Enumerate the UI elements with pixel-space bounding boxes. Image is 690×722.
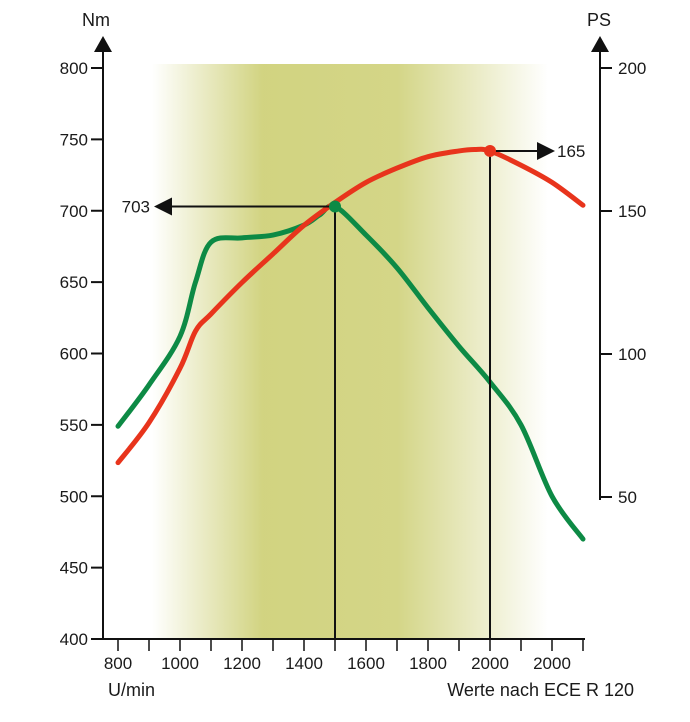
x-tick-label: 1400: [285, 654, 323, 673]
left-tick-label: 750: [60, 130, 88, 149]
left-axis-arrow: [94, 36, 112, 52]
left-tick-label: 550: [60, 416, 88, 435]
left-tick-label: 500: [60, 487, 88, 506]
left-tick-label: 400: [60, 630, 88, 649]
right-tick-label: 150: [618, 202, 646, 221]
x-axis-unit: U/min: [108, 680, 155, 700]
torque-peak-marker: [329, 200, 341, 213]
left-tick-label: 800: [60, 59, 88, 78]
power-peak-label: 165: [557, 142, 585, 161]
right-tick-label: 200: [618, 59, 646, 78]
x-tick-label: 2000: [533, 654, 571, 673]
power-peak-marker: [484, 144, 496, 157]
left-tick-label: 600: [60, 345, 88, 364]
right-axis-unit: PS: [587, 10, 611, 30]
left-tick-label: 450: [60, 559, 88, 578]
left-tick-label: 700: [60, 202, 88, 221]
source-note: Werte nach ECE R 120: [447, 680, 634, 700]
left-tick-label: 650: [60, 273, 88, 292]
x-tick-label: 1000: [161, 654, 199, 673]
x-tick-label: 1200: [223, 654, 261, 673]
left-axis-unit: Nm: [82, 10, 110, 30]
highlight-band: [152, 64, 548, 639]
x-tick-label: 800: [104, 654, 132, 673]
torque-peak-arrow-head: [154, 197, 172, 216]
right-tick-label: 100: [618, 345, 646, 364]
power-peak-arrow-head: [537, 141, 555, 160]
x-tick-label: 1600: [347, 654, 385, 673]
right-axis-arrow: [591, 36, 609, 52]
right-tick-label: 50: [618, 488, 637, 507]
torque-peak-label: 703: [122, 197, 150, 216]
x-tick-label: 2000: [471, 654, 509, 673]
x-tick-label: 1800: [409, 654, 447, 673]
